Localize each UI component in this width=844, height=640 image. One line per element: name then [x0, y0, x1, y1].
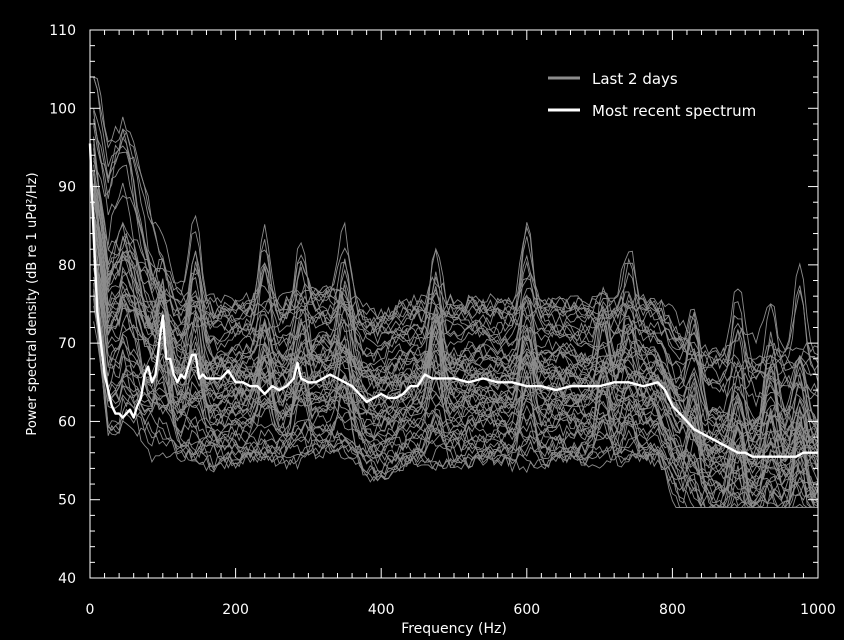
- history-spectrum-line: [93, 260, 819, 463]
- x-tick-label: 600: [513, 602, 540, 618]
- history-spectrum-line: [93, 171, 819, 437]
- history-spectrum-line: [93, 276, 819, 481]
- history-spectrum-line: [93, 305, 818, 508]
- history-spectrum-line: [93, 207, 819, 455]
- recent-spectrum-line: [88, 143, 818, 458]
- x-tick-label: 0: [86, 602, 95, 618]
- history-spectrum-line: [93, 247, 819, 478]
- axis-ticks: [89, 29, 819, 579]
- history-spectrum-line: [93, 288, 818, 508]
- history-spectrum-line: [93, 189, 819, 467]
- x-tick-label: 400: [368, 602, 395, 618]
- y-tick-label: 100: [49, 101, 76, 117]
- history-spectrum-line: [93, 125, 819, 408]
- y-tick-labels: 40 50 60 70 80 90 100 110: [49, 23, 76, 587]
- x-tick-label: 200: [222, 602, 249, 618]
- history-spectrum-line: [93, 298, 818, 508]
- history-spectrum-line: [93, 76, 819, 381]
- y-tick-label: 40: [58, 571, 76, 587]
- x-tick-label: 1000: [800, 602, 836, 618]
- history-spectrum-line: [93, 214, 819, 474]
- history-spectrum-line: [93, 193, 819, 439]
- history-spectrum-line: [93, 76, 819, 370]
- history-spectrum-line: [93, 144, 819, 389]
- x-tick-labels: 0 200 400 600 800 1000: [86, 602, 836, 618]
- y-axis-label: Power spectral density (dB re 1 uPd²/Hz): [25, 172, 40, 435]
- y-tick-label: 60: [58, 414, 76, 430]
- y-tick-label: 110: [49, 23, 76, 39]
- history-spectrum-line: [93, 139, 819, 383]
- history-spectrum-line: [93, 252, 819, 505]
- y-tick-label: 50: [58, 493, 76, 509]
- history-spectrum-line: [93, 173, 819, 476]
- history-spectrum-line: [93, 157, 819, 509]
- y-tick-label: 70: [58, 336, 76, 352]
- history-spectrum-line: [93, 136, 819, 434]
- history-spectrum-line: [93, 120, 819, 373]
- history-spectrum-line: [93, 187, 819, 443]
- history-spectrum-line: [93, 200, 819, 509]
- x-axis-label: Frequency (Hz): [401, 621, 507, 637]
- history-spectrum-line: [93, 238, 819, 507]
- legend-label-history: Last 2 days: [592, 70, 678, 88]
- legend-label-recent: Most recent spectrum: [592, 102, 756, 120]
- legend: Last 2 days Most recent spectrum: [548, 70, 756, 120]
- recent-series-group: [88, 143, 818, 458]
- y-tick-label: 80: [58, 258, 76, 274]
- y-tick-label: 90: [58, 180, 76, 196]
- x-tick-label: 800: [659, 602, 686, 618]
